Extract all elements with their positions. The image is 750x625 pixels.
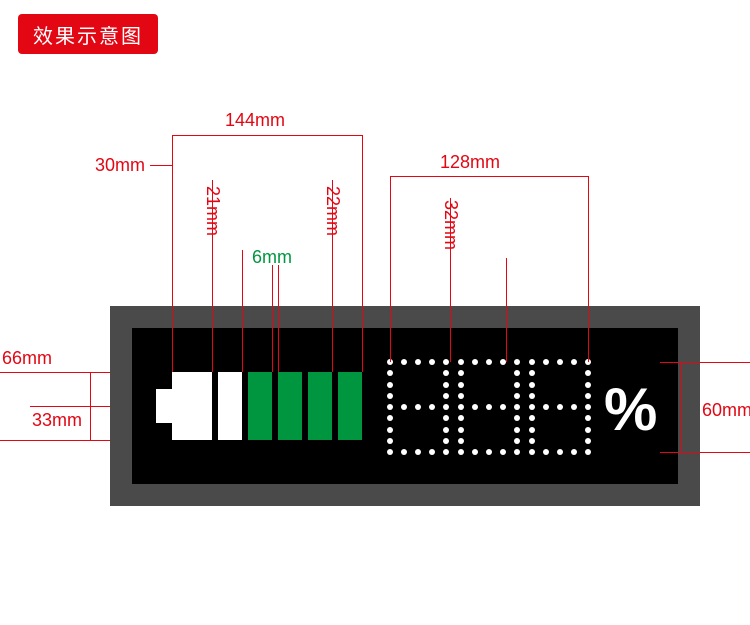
dim-label: 30mm <box>95 155 145 176</box>
digit-1 <box>461 362 517 452</box>
battery-bar-1 <box>248 372 272 440</box>
title-badge: 效果示意图 <box>18 14 158 54</box>
dim-label: 66mm <box>2 348 52 369</box>
dim-label: 32mm <box>440 200 461 250</box>
dim-label: 128mm <box>440 152 500 173</box>
battery-bar-4 <box>338 372 362 440</box>
dim-label: 33mm <box>32 410 82 431</box>
digit-0 <box>390 362 446 452</box>
battery-tip <box>156 389 172 423</box>
battery-bar-0 <box>218 372 242 440</box>
battery-bar-3 <box>308 372 332 440</box>
digit-2 <box>532 362 588 452</box>
dim-label: 60mm <box>702 400 750 421</box>
dim-label: 144mm <box>225 110 285 131</box>
dim-label: 21mm <box>202 186 223 236</box>
battery-shell <box>172 372 212 440</box>
dim-label: 22mm <box>322 186 343 236</box>
dim-label: 6mm <box>252 247 292 268</box>
percent-symbol: % <box>604 375 657 444</box>
battery-bar-2 <box>278 372 302 440</box>
